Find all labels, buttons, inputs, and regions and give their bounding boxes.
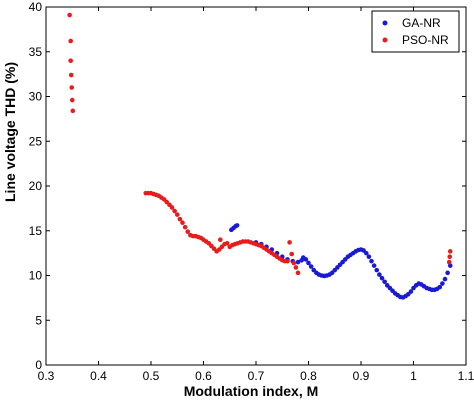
data-point <box>442 276 448 282</box>
x-axis-ticks: 0.3 0.4 0.5 0.6 0.7 0.8 0.9 1 1.1 <box>38 7 474 383</box>
y-tick-label: 40 <box>29 0 43 14</box>
y-tick-label: 25 <box>29 134 43 148</box>
data-point <box>69 97 75 103</box>
data-point <box>408 289 414 294</box>
x-tick-label: 0.3 <box>38 369 55 383</box>
data-point <box>295 270 301 276</box>
data-point <box>303 257 309 262</box>
legend-box <box>371 10 460 53</box>
legend-marker-ga-nr <box>382 20 388 26</box>
data-point <box>70 108 76 114</box>
data-point <box>218 237 223 242</box>
data-point <box>172 208 177 214</box>
legend-label-ga-nr: GA-NR <box>402 16 441 30</box>
legend: GA-NR PSO-NR <box>371 10 460 53</box>
data-point <box>377 272 382 277</box>
legend-marker-pso-nr <box>382 37 388 43</box>
y-tick-label: 35 <box>29 45 43 59</box>
series-pso-nr <box>67 12 453 276</box>
data-point <box>306 260 311 266</box>
plot-area-border <box>45 6 467 366</box>
data-point <box>446 259 452 265</box>
data-point <box>289 251 295 257</box>
data-point <box>185 229 191 234</box>
data-point <box>68 58 73 63</box>
x-tick-label: 0.6 <box>195 369 212 383</box>
data-point <box>447 263 453 268</box>
data-point <box>287 240 292 245</box>
y-tick-label: 10 <box>29 269 43 283</box>
data-point <box>285 258 290 264</box>
data-point <box>180 220 185 225</box>
y-axis-label: Line voltage THD (%) <box>2 62 18 202</box>
y-tick-label: 5 <box>35 313 42 327</box>
data-point <box>67 12 72 18</box>
data-point <box>371 263 377 268</box>
legend-label-pso-nr: PSO-NR <box>402 33 449 47</box>
data-point <box>440 281 445 286</box>
data-point <box>363 250 369 256</box>
plot-frame <box>45 6 467 366</box>
data-point <box>293 265 299 270</box>
series-layer <box>67 12 453 300</box>
series-ga-nr <box>229 223 453 300</box>
data-point <box>437 284 443 290</box>
data-point <box>224 240 230 246</box>
data-point <box>291 260 297 266</box>
data-point <box>169 205 175 210</box>
data-point <box>174 212 180 217</box>
data-point <box>295 259 301 265</box>
x-tick-label: 1.1 <box>458 369 474 383</box>
data-point <box>182 224 188 230</box>
y-tick-label: 0 <box>35 358 42 372</box>
data-point <box>447 254 453 260</box>
data-point <box>308 264 314 269</box>
data-point <box>447 249 453 254</box>
x-axis-label: Modulation index, M <box>184 383 319 399</box>
data-point <box>374 267 380 273</box>
y-tick-label: 30 <box>29 90 43 104</box>
data-point <box>69 85 75 90</box>
y-tick-label: 15 <box>29 224 43 238</box>
x-tick-label: 0.5 <box>143 369 160 383</box>
y-tick-label: 20 <box>29 179 43 193</box>
data-point <box>379 275 385 281</box>
x-tick-label: 1 <box>410 369 417 383</box>
data-point <box>234 223 240 228</box>
data-point <box>445 270 450 276</box>
x-tick-label: 0.8 <box>300 369 317 383</box>
x-tick-label: 0.7 <box>248 369 265 383</box>
data-point <box>177 216 183 222</box>
data-point <box>68 38 73 44</box>
data-point <box>382 279 387 285</box>
data-point <box>366 254 372 260</box>
x-tick-label: 0.4 <box>90 369 107 383</box>
data-point <box>68 72 74 78</box>
x-tick-label: 0.9 <box>353 369 370 383</box>
y-axis-ticks: 0 5 10 15 20 25 30 35 40 <box>29 0 466 372</box>
data-point <box>369 258 374 264</box>
